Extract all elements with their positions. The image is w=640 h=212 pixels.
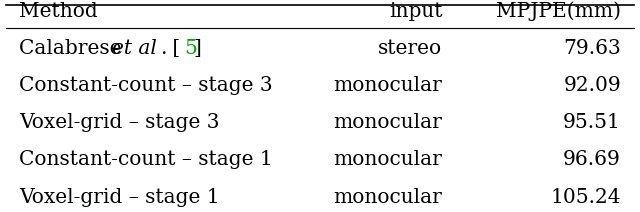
Text: Voxel-grid – stage 1: Voxel-grid – stage 1: [19, 188, 220, 207]
Text: 95.51: 95.51: [563, 113, 621, 132]
Text: 79.63: 79.63: [563, 39, 621, 58]
Text: Constant-count – stage 3: Constant-count – stage 3: [19, 75, 273, 95]
Text: Voxel-grid – stage 3: Voxel-grid – stage 3: [19, 113, 220, 132]
Text: 92.09: 92.09: [563, 75, 621, 95]
Text: ]: ]: [193, 39, 201, 58]
Text: monocular: monocular: [333, 188, 442, 207]
Text: 105.24: 105.24: [550, 188, 621, 207]
Text: MPJPE(mm): MPJPE(mm): [496, 1, 621, 21]
Text: Constant-count – stage 1: Constant-count – stage 1: [19, 150, 273, 169]
Text: monocular: monocular: [333, 150, 442, 169]
Text: Method: Method: [19, 2, 98, 21]
Text: 96.69: 96.69: [563, 150, 621, 169]
Text: input: input: [389, 2, 442, 21]
Text: .: .: [160, 39, 166, 58]
Text: monocular: monocular: [333, 75, 442, 95]
Text: [: [: [166, 39, 180, 58]
Text: monocular: monocular: [333, 113, 442, 132]
Text: Calabrese: Calabrese: [19, 39, 128, 58]
Text: 5: 5: [184, 39, 196, 58]
Text: stereo: stereo: [378, 39, 442, 58]
Text: et al: et al: [112, 39, 157, 58]
